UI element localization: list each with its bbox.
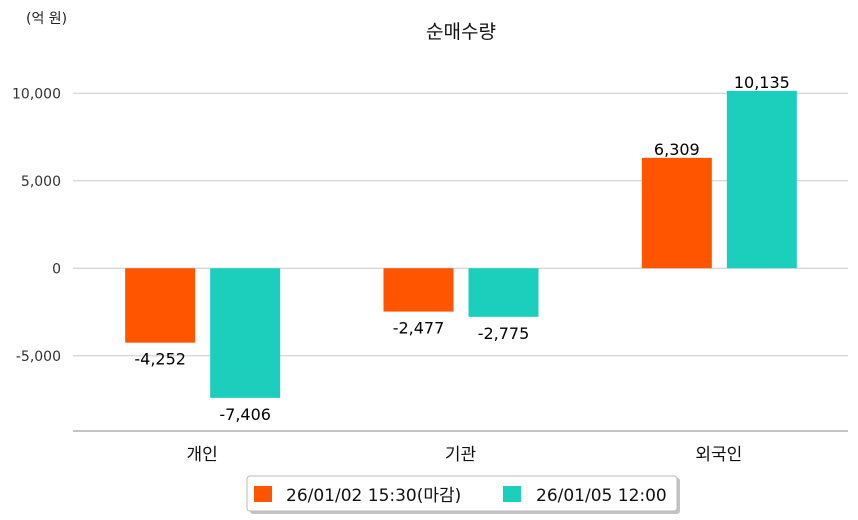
data-label: -2,775: [478, 324, 530, 343]
data-label: 6,309: [654, 140, 700, 159]
data-label: -7,406: [219, 405, 271, 424]
data-label: -2,477: [393, 319, 445, 338]
bar-series-1[interactable]: [125, 268, 196, 343]
legend-swatch-series-2: [503, 486, 521, 502]
legend: 26/01/02 15:30(마감) 26/01/05 12:00: [246, 475, 680, 514]
y-tick-label: -5,000: [16, 349, 61, 365]
legend-swatch-series-1: [254, 486, 272, 502]
y-tick-label: 10,000: [12, 86, 61, 102]
category-label: 개인: [187, 445, 218, 465]
y-tick-label: 5,000: [21, 174, 61, 190]
bars: -4,252 -7,406 -2,477 -2,775 6,309 10,135: [125, 73, 797, 424]
y-tick-label: 0: [52, 261, 61, 277]
bar-series-1[interactable]: [641, 157, 712, 269]
category-label: 외국인: [695, 445, 742, 465]
chart-title: 순매수량: [426, 21, 496, 43]
unit-label: (억 원): [26, 11, 67, 27]
bar-series-2[interactable]: [468, 268, 539, 317]
data-label: -4,252: [134, 350, 186, 369]
grid: 10,000 5,000 0 -5,000: [12, 86, 848, 365]
legend-label-series-1[interactable]: 26/01/02 15:30(마감): [286, 486, 461, 506]
category-label: 기관: [445, 445, 476, 465]
data-label: 10,135: [734, 73, 790, 92]
bar-series-2[interactable]: [726, 90, 797, 269]
category-labels: 개인 기관 외국인: [187, 445, 743, 465]
bar-series-2[interactable]: [210, 268, 281, 398]
bar-series-1[interactable]: [383, 268, 454, 312]
legend-label-series-2[interactable]: 26/01/05 12:00: [536, 486, 667, 506]
